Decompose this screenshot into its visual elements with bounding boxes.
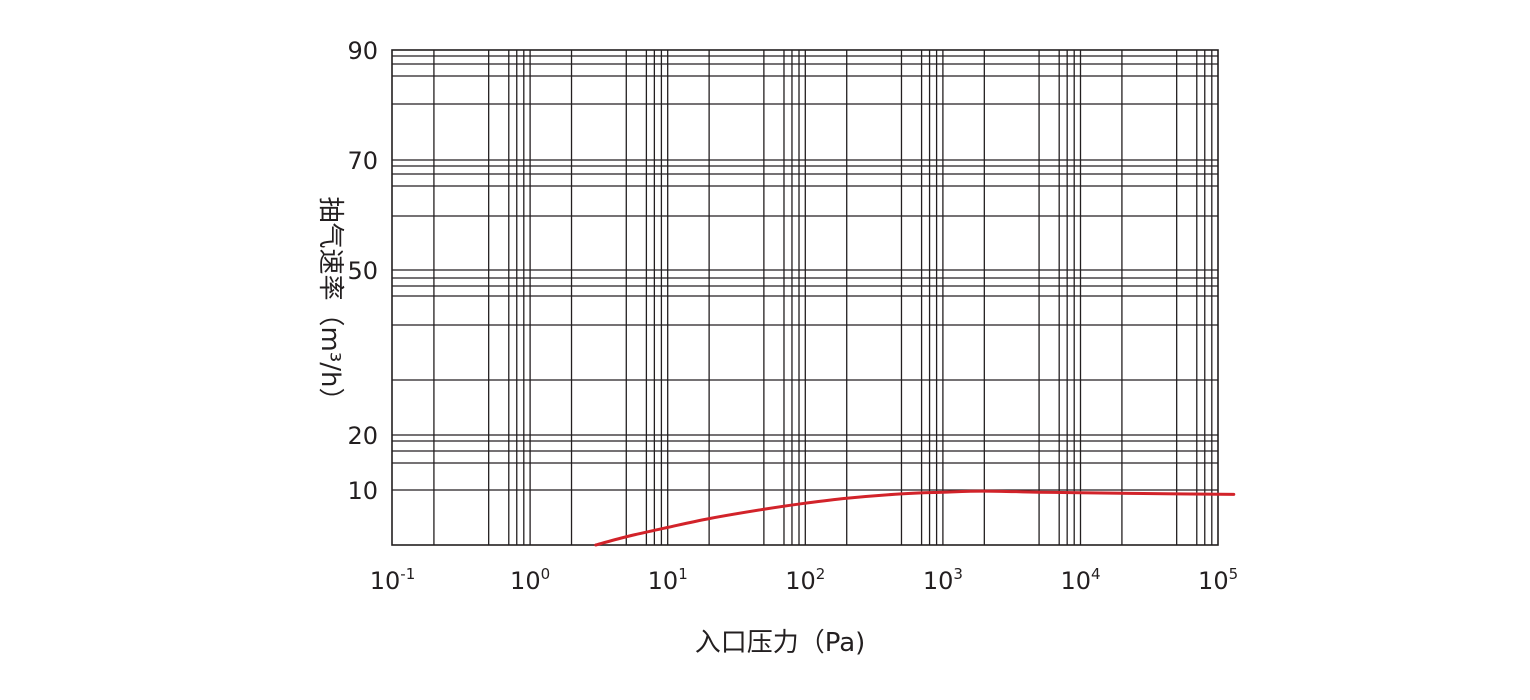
x-tick-label: 100: [510, 565, 550, 595]
x-tick-label: 10-1: [370, 565, 416, 595]
y-tick-label: 90: [347, 37, 378, 65]
x-axis-label: 入口压力（Pa): [695, 628, 866, 658]
y-tick-label: 10: [347, 477, 378, 505]
series-line: [594, 489, 1236, 547]
grid: [392, 50, 1218, 545]
y-tick-label: 20: [347, 422, 378, 450]
y-tick-label: 50: [347, 257, 378, 285]
y-tick-labels: 10 20 50 70 90: [347, 37, 378, 505]
x-tick-label: 102: [785, 565, 825, 595]
x-tick-label: 104: [1060, 565, 1100, 595]
y-tick-label: 70: [347, 147, 378, 175]
y-axis-label: 抽气速率（m³/h）: [315, 197, 345, 414]
x-tick-label: 103: [923, 565, 963, 595]
x-tick-label: 101: [648, 565, 688, 595]
x-tick-label: 105: [1198, 565, 1238, 595]
plot-frame: [391, 49, 1219, 546]
x-tick-labels: 10-1 100 101 102 103 104 105: [370, 565, 1238, 595]
